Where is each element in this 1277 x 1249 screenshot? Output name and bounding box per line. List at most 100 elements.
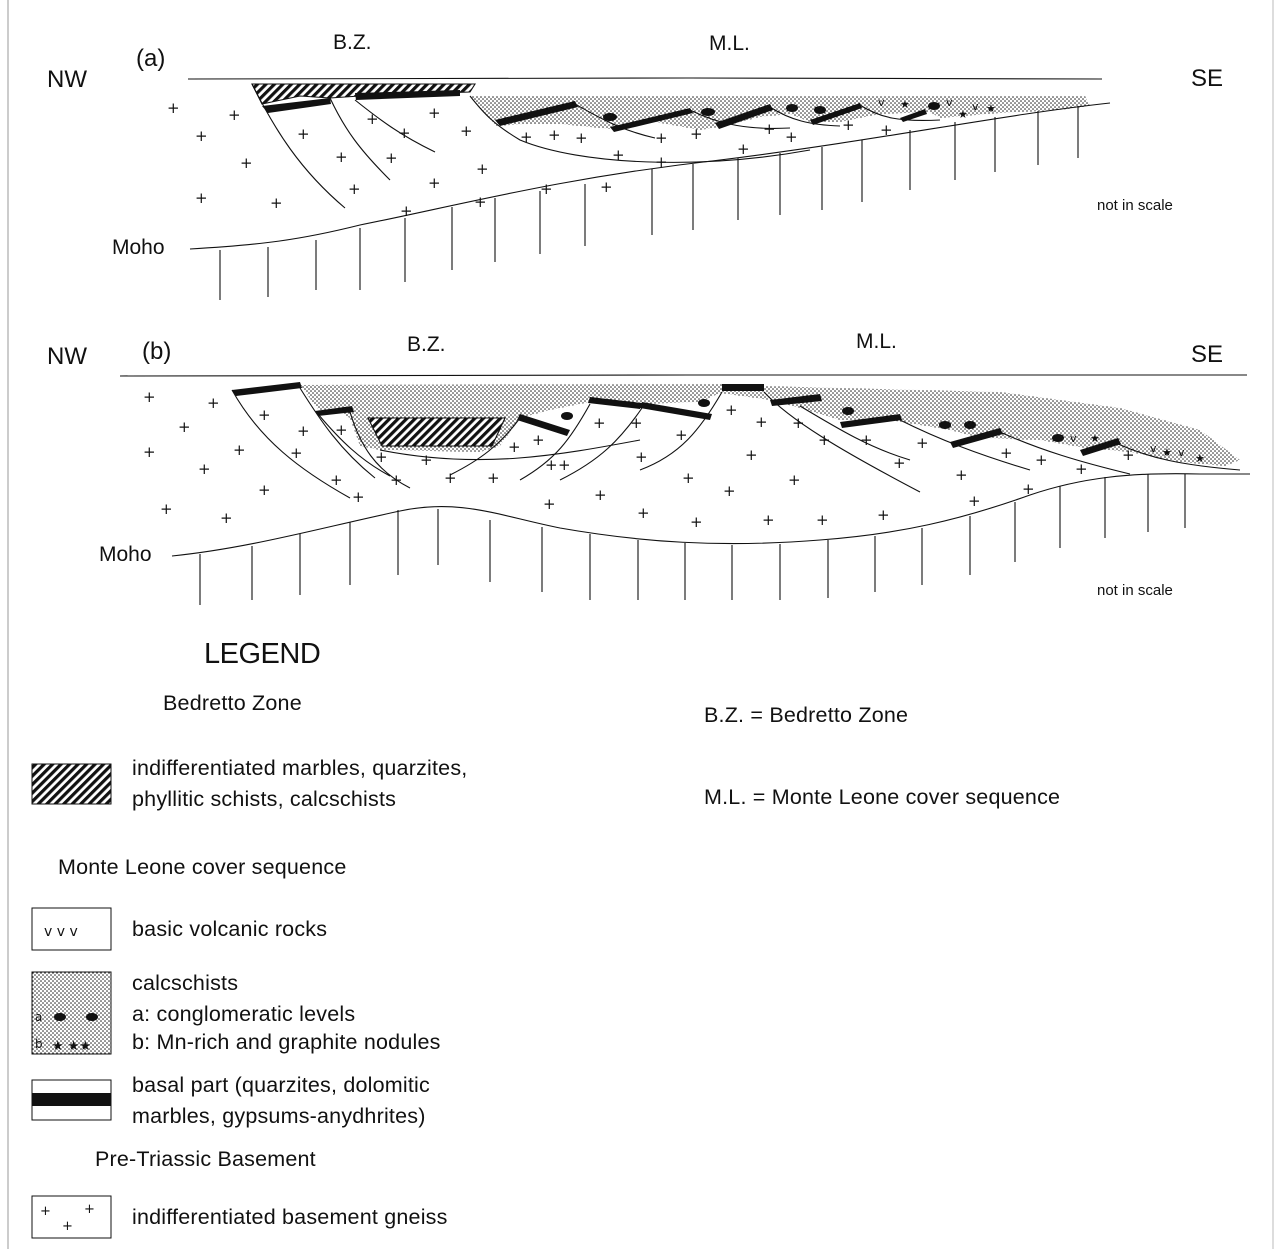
svg-text:+: + [84,1202,95,1217]
legend-calcschists: calcschists [132,971,239,995]
svg-text:+: + [195,127,208,145]
basal-bands [262,90,927,132]
svg-text:+: + [143,443,156,461]
mantle-ticks [199,474,1186,605]
svg-text:+: + [375,448,388,466]
svg-text:+: + [1075,460,1088,478]
calcschist-cover [300,384,1240,466]
cross-section-a: v ★ v ★ v ★ [167,77,1111,300]
legend-bedretto-line2: phyllitic schists, calcschists [132,787,397,811]
svg-text:+: + [540,180,553,198]
svg-text:+: + [594,486,607,504]
legend-swatch-basal [31,1079,112,1121]
svg-text:+: + [428,104,441,122]
svg-text:v: v [1178,446,1185,459]
svg-text:+: + [460,122,473,140]
svg-text:+: + [220,509,233,527]
se-label-a: SE [1191,65,1224,92]
svg-text:+: + [258,481,271,499]
svg-text:v: v [1070,432,1077,445]
svg-text:★: ★ [958,108,968,121]
svg-text:+: + [818,431,831,449]
svg-text:+: + [792,414,805,432]
surface-line [187,77,1103,80]
svg-text:+: + [297,422,310,440]
svg-text:+: + [893,454,906,472]
cross-section-b: v ★ v ★ v ★ [119,374,1250,605]
faults [231,387,1241,499]
svg-text:+: + [62,1219,73,1234]
bz-label-a: B.Z. [333,31,372,54]
svg-text:+: + [398,124,411,142]
legend-calc-a: a: conglomeratic levels [132,1002,356,1026]
svg-text:+: + [755,413,768,431]
svg-text:+: + [842,116,855,134]
nw-label-b: NW [47,343,87,370]
scale-note-a: not in scale [1097,197,1173,214]
legend-basal-line2: marbles, gypsums-anydhrites) [132,1104,426,1128]
svg-text:+: + [352,488,365,506]
volcanic-symbol: v v v [44,924,78,940]
legend-title: LEGEND [204,638,321,670]
svg-text:+: + [330,471,343,489]
svg-text:+: + [916,434,929,452]
legend-volcanic: basic volcanic rocks [132,917,328,941]
svg-text:★: ★ [900,98,910,111]
legend-swatch-bedretto [31,763,112,805]
legend-heading-monte-leone: Monte Leone cover sequence [58,855,347,879]
svg-text:★: ★ [1090,432,1100,445]
section-b-label: (b) [142,338,172,365]
moho-line [171,473,1250,557]
svg-text:+: + [600,178,613,196]
ml-label-a: M.L. [709,32,750,55]
svg-text:+: + [335,421,348,439]
svg-text:+: + [366,110,379,128]
svg-text:+: + [723,482,736,500]
svg-text:+: + [635,448,648,466]
svg-text:+: + [1000,444,1013,462]
svg-text:+: + [143,388,156,406]
se-label-b: SE [1191,341,1224,368]
bedretto-hatch-block [367,417,506,447]
svg-text:+: + [637,504,650,522]
svg-text:+: + [476,160,489,178]
abbr-bz: B.Z. = Bedretto Zone [704,703,909,727]
svg-text:+: + [788,471,801,489]
svg-text:+: + [675,426,688,444]
svg-text:+: + [258,406,271,424]
svg-text:v: v [878,96,885,109]
scale-note-b: not in scale [1097,582,1173,599]
svg-text:+: + [543,495,556,513]
svg-text:+: + [630,414,643,432]
svg-text:+: + [400,202,413,220]
volcanic-marks: v ★ v ★ v ★ [878,96,996,121]
legend-heading-bedretto: Bedretto Zone [163,691,302,715]
svg-text:+: + [655,129,668,147]
gneiss-plus-marks: + ++ + ++ ++ + +++ +++ +++ + ++ +++ ++ + +++ … [143,388,1135,531]
svg-text:+: + [390,471,403,489]
svg-text:v: v [946,96,953,109]
svg-text:+: + [228,106,241,124]
svg-text:+: + [348,180,361,198]
svg-text:+: + [762,511,775,529]
moho-label-b: Moho [99,543,152,566]
svg-text:+: + [428,174,441,192]
svg-text:+: + [444,469,457,487]
svg-text:+: + [612,146,625,164]
svg-text:★: ★ [986,102,996,115]
svg-text:+: + [737,140,750,158]
svg-text:+: + [593,414,606,432]
svg-text:+: + [178,418,191,436]
conglomerate-nodules [561,399,1064,442]
svg-text:v: v [972,100,979,113]
svg-text:+: + [816,511,829,529]
ml-label-b: M.L. [856,330,897,353]
surface-line [119,374,1247,377]
svg-text:+: + [690,125,703,143]
svg-text:+: + [655,153,668,171]
abbr-ml: M.L. = Monte Leone cover sequence [704,785,1061,809]
svg-text:★: ★ [1162,446,1172,459]
moho-line [189,102,1111,250]
svg-text:+: + [270,194,283,212]
